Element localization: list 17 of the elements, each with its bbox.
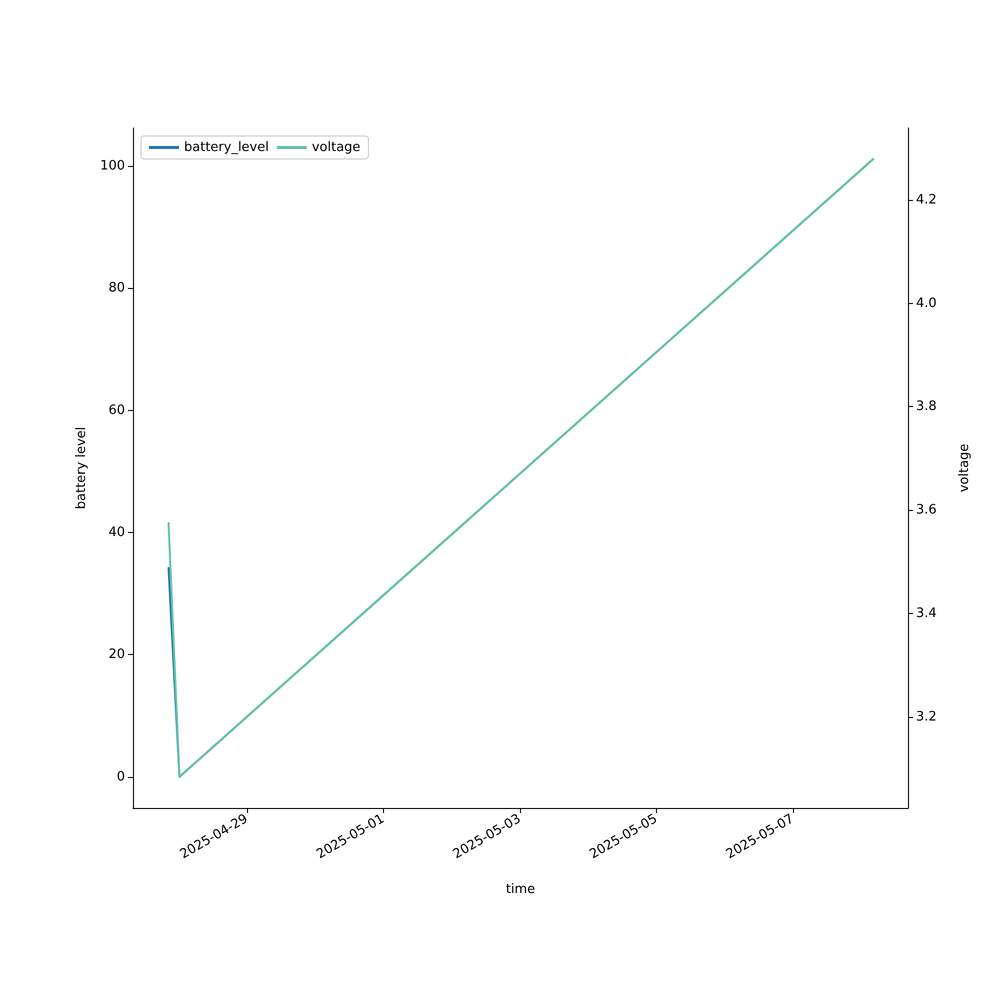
legend-label: battery_level [184,140,269,155]
y-tick-label: 20 [108,647,125,662]
y-tick-label: 100 [100,158,125,174]
x-axis-title: time [506,882,536,897]
y2-tick-label: 3.8 [916,399,937,414]
y-axis-title: battery level [74,426,89,510]
y-tick-label: 60 [108,402,125,418]
y2-tick-label: 3.2 [916,709,937,724]
y2-axis-title: voltage [957,444,972,492]
legend-label: voltage [312,140,360,155]
y2-tick-label: 3.6 [916,502,937,518]
y2-tick-label: 3.4 [916,606,937,622]
y-tick-label: 80 [108,280,125,296]
y-tick-label: 0 [116,769,125,784]
y2-tick-label: 4.2 [916,192,937,208]
y-tick-label: 40 [108,524,125,540]
y2-tick-label: 4.0 [916,296,937,311]
